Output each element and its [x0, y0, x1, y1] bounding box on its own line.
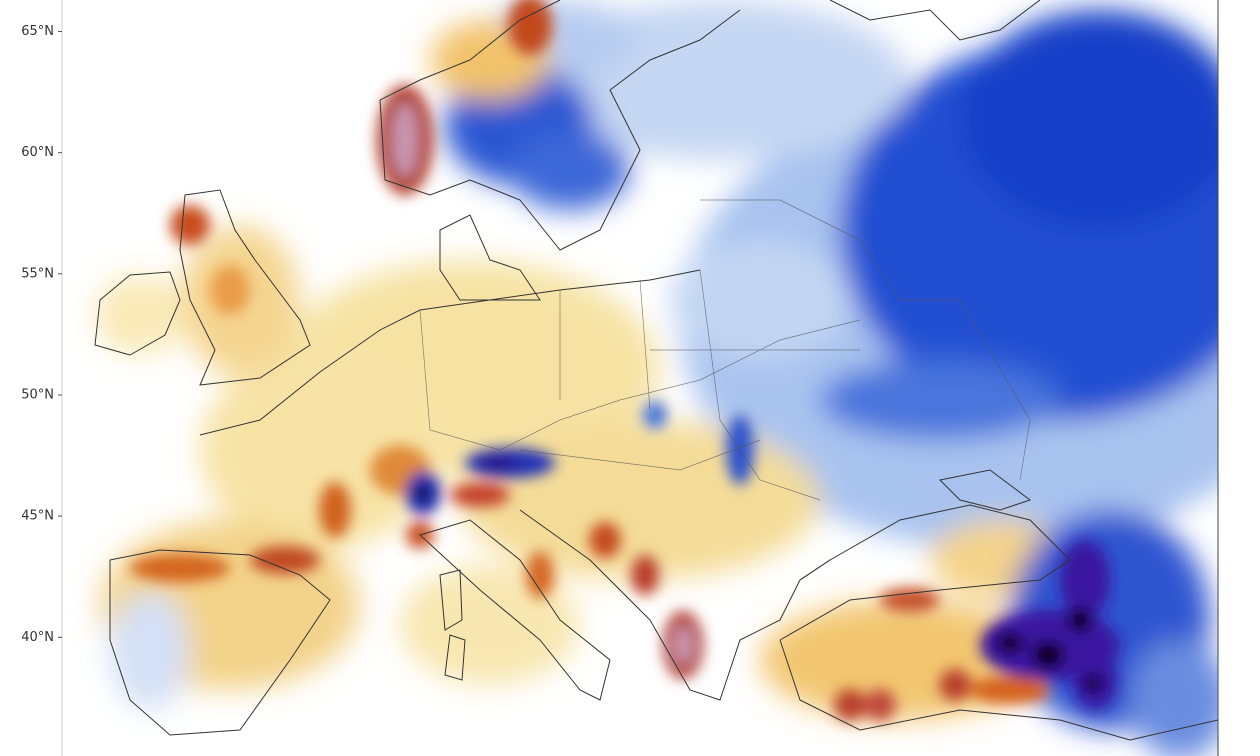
- y-tick-label: 60°N: [21, 145, 54, 160]
- y-tick-label: 45°N: [21, 509, 54, 524]
- y-tick-label: 55°N: [21, 266, 54, 281]
- y-tick-label: 65°N: [21, 24, 54, 39]
- y-tick-label: 40°N: [21, 630, 54, 645]
- y-tick-label: 50°N: [21, 387, 54, 402]
- anomaly-field: [94, 0, 1218, 756]
